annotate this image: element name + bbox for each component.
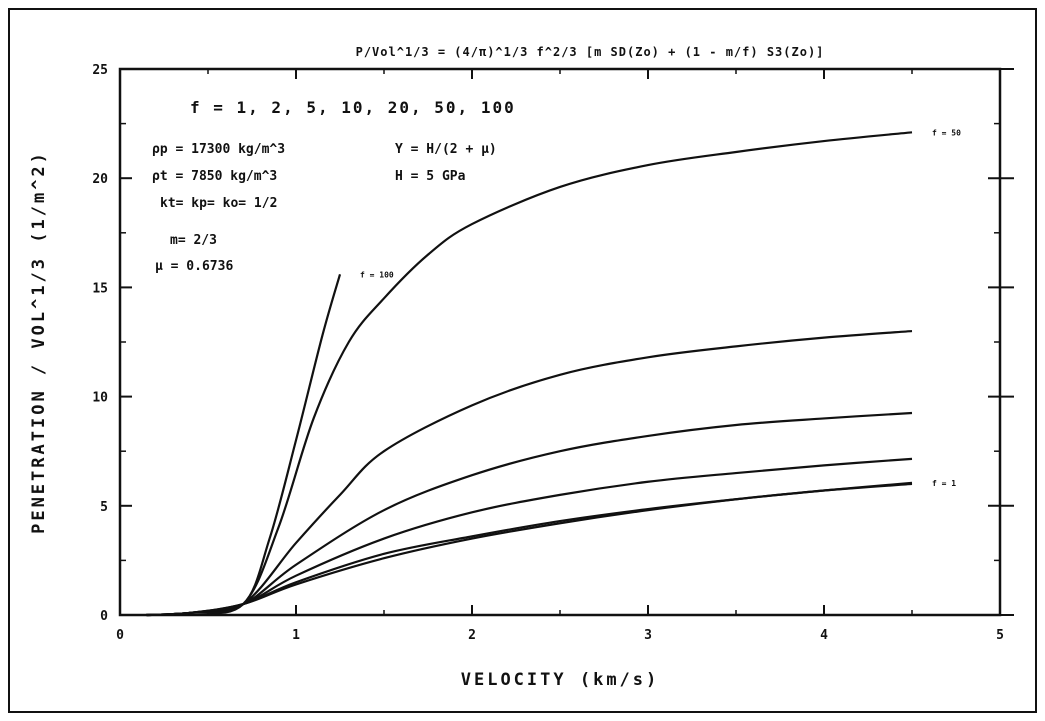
- annotation-m: m= 2/3: [170, 233, 217, 248]
- annotation-h-eq: H = 5 GPa: [395, 169, 466, 184]
- series-line: [146, 411, 913, 617]
- series-label: f = 100: [360, 270, 394, 279]
- series-label: f = 50: [932, 128, 961, 137]
- annotation-rho-p: ρp = 17300 kg/m^3: [152, 142, 285, 157]
- annotation-y-eq: Y = H/(2 + μ): [395, 142, 497, 157]
- x-tick-label: 5: [996, 628, 1004, 643]
- annotation-mu: μ = 0.6736: [155, 259, 233, 274]
- chart-title: P/Vol^1/3 = (4/π)^1/3 f^2/3 [m SD(Zo) + …: [356, 45, 825, 59]
- series-labels: f = 1 f = 50 f = 100: [360, 128, 961, 488]
- x-tick-label: 4: [820, 628, 828, 643]
- annotation-k: kt= kp= ko= 1/2: [160, 196, 277, 211]
- annotation-f-values: f = 1, 2, 5, 10, 20, 50, 100: [190, 98, 516, 117]
- x-tick-label: 1: [292, 628, 300, 643]
- y-tick-label: 5: [100, 500, 108, 515]
- series-label: f = 1: [932, 479, 956, 488]
- y-tick-label: 25: [92, 63, 108, 78]
- series-line: [146, 273, 342, 617]
- series-curves: [146, 131, 913, 617]
- x-tick-label: 3: [644, 628, 652, 643]
- y-tick-label: 0: [100, 609, 108, 624]
- axis-tick-labels: 0 1 2 3 4 5 0 5 10 15 20 25: [92, 63, 1004, 643]
- y-tick-label: 15: [92, 281, 108, 296]
- x-axis-title: VELOCITY (km/s): [461, 670, 660, 690]
- axis-ticks: [119, 68, 1014, 616]
- y-axis-title: PENETRATION / VOL^1/3 (1/m^2): [29, 150, 49, 534]
- y-tick-label: 20: [92, 172, 108, 187]
- annotation-rho-t: ρt = 7850 kg/m^3: [152, 169, 277, 184]
- x-tick-label: 2: [468, 628, 476, 643]
- figure-frame: [8, 8, 1037, 713]
- x-tick-label: 0: [116, 628, 124, 643]
- y-tick-label: 10: [92, 391, 108, 406]
